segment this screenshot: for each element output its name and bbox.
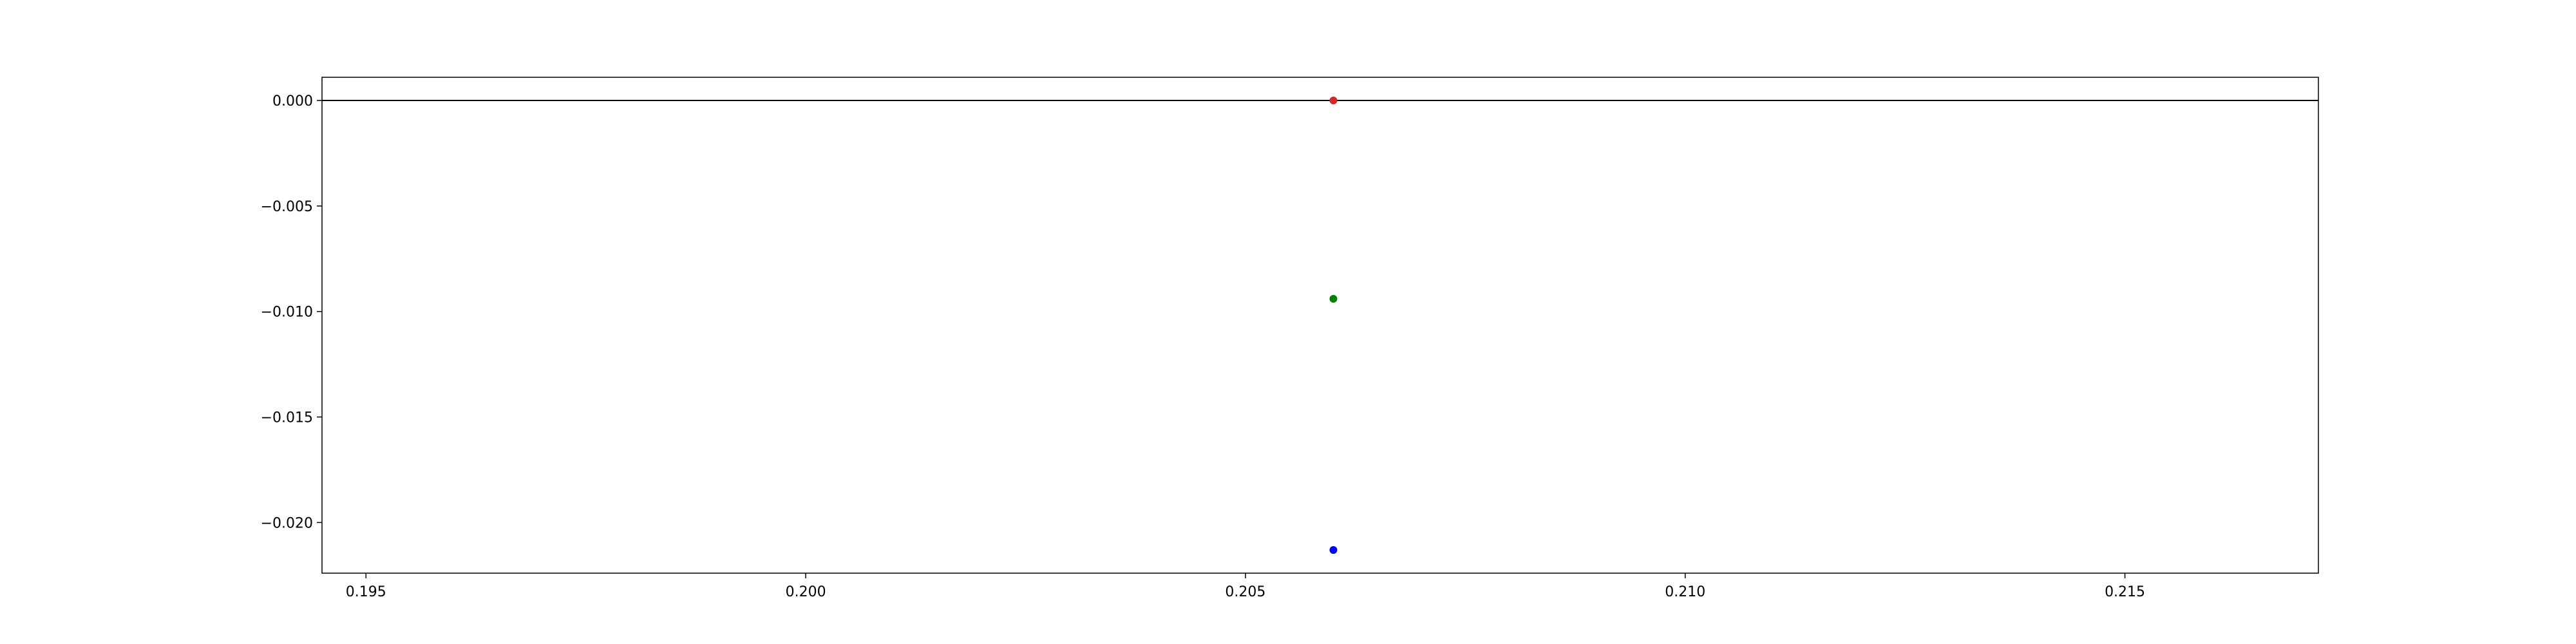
x-tick-label: 0.215 xyxy=(2105,584,2145,600)
x-tick-label: 0.205 xyxy=(1225,584,1265,600)
y-tick-label: −0.005 xyxy=(261,199,313,215)
data-point-1 xyxy=(1329,97,1338,105)
x-axis: 0.195 0.200 0.205 0.210 0.215 xyxy=(346,573,2145,600)
y-tick-label: −0.015 xyxy=(261,410,313,426)
y-tick-label: −0.010 xyxy=(261,305,313,321)
x-tick-label: 0.210 xyxy=(1665,584,1705,600)
plot-frame xyxy=(321,77,2319,574)
plot-area xyxy=(322,77,2318,573)
x-tick-label: 0.195 xyxy=(346,584,386,600)
data-point-2 xyxy=(1329,295,1338,303)
points-layer xyxy=(1329,97,1338,554)
data-point-3 xyxy=(1329,545,1338,554)
y-axis: 0.000 −0.005 −0.010 −0.015 −0.020 xyxy=(261,93,322,531)
x-tick-label: 0.200 xyxy=(786,584,826,600)
y-tick-label: −0.020 xyxy=(261,515,313,531)
y-tick-label: 0.000 xyxy=(272,93,313,109)
